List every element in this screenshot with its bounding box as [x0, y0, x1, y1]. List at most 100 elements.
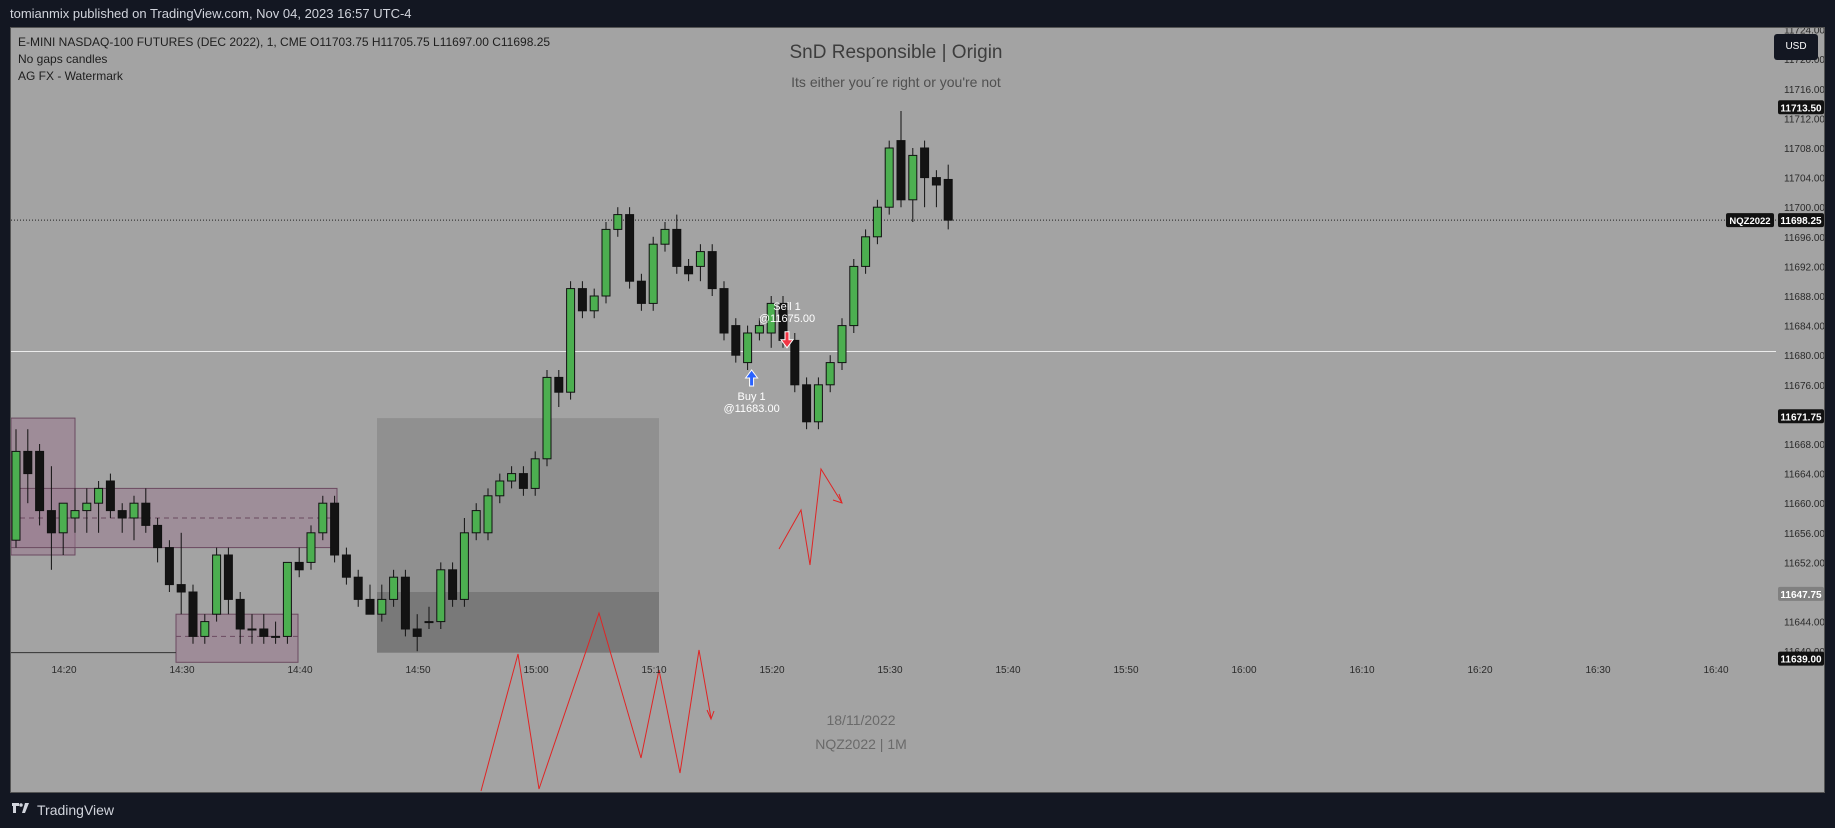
candle-body[interactable] — [896, 140, 906, 201]
candle-body[interactable] — [188, 591, 198, 637]
legend-symbol-line[interactable]: E-MINI NASDAQ-100 FUTURES (DEC 2022), 1,… — [18, 35, 551, 49]
candle-body[interactable] — [766, 302, 776, 334]
projection-path-1[interactable] — [480, 611, 712, 792]
candle-body[interactable] — [46, 510, 56, 534]
candle-body[interactable] — [94, 487, 104, 504]
candle-body[interactable] — [11, 450, 21, 541]
candle-body[interactable] — [117, 510, 127, 519]
candle-body[interactable] — [200, 621, 210, 637]
candle-body[interactable] — [58, 502, 68, 534]
candle-body[interactable] — [424, 621, 434, 624]
candle-body[interactable] — [601, 228, 611, 297]
legend-indicator-nogaps[interactable]: No gaps candles — [18, 52, 108, 66]
sell-arrow-icon[interactable] — [780, 331, 794, 349]
candle-body[interactable] — [849, 265, 859, 327]
candle-body[interactable] — [530, 458, 540, 489]
candle-body[interactable] — [306, 532, 316, 563]
candle-body[interactable] — [589, 295, 599, 312]
range-box-outer[interactable] — [377, 418, 659, 653]
candle-body[interactable] — [872, 206, 882, 238]
candle-body[interactable] — [684, 265, 694, 275]
watermark-date: 18/11/2022 — [826, 712, 896, 728]
candle-body[interactable] — [566, 288, 576, 393]
candle-body[interactable] — [695, 251, 705, 267]
candle-body[interactable] — [153, 524, 163, 549]
candle-body[interactable] — [660, 228, 670, 245]
candle-body[interactable] — [70, 510, 80, 519]
buy-arrow-icon[interactable] — [744, 369, 759, 387]
candle-body[interactable] — [943, 178, 953, 221]
candle-body[interactable] — [129, 502, 139, 519]
price-label-box — [1778, 651, 1824, 666]
candle-body[interactable] — [743, 332, 753, 364]
candle-body[interactable] — [483, 495, 493, 534]
candle-body[interactable] — [908, 154, 918, 201]
publisher-text: tomianmix published on TradingView.com, … — [10, 6, 412, 21]
candle-body[interactable] — [105, 480, 115, 512]
candle-body[interactable] — [400, 576, 410, 630]
candle-body[interactable] — [648, 243, 658, 304]
candle-body[interactable] — [507, 473, 517, 482]
candle-body[interactable] — [82, 502, 92, 512]
candle-body[interactable] — [825, 362, 835, 386]
candle-body[interactable] — [212, 554, 222, 615]
candle-body[interactable] — [719, 288, 729, 334]
candle-body[interactable] — [577, 288, 587, 312]
candle-body[interactable] — [542, 376, 552, 460]
currency-button[interactable]: USD — [1774, 34, 1818, 60]
candle-body[interactable] — [448, 569, 458, 600]
legend-indicator-watermark[interactable]: AG FX - Watermark — [18, 69, 123, 83]
candle-body[interactable] — [412, 628, 422, 637]
candle-body[interactable] — [672, 228, 682, 267]
candle-body[interactable] — [837, 325, 847, 364]
candle-body[interactable] — [636, 280, 646, 304]
candle-body[interactable] — [164, 547, 174, 586]
candle-body[interactable] — [330, 502, 340, 556]
candle-body[interactable] — [459, 532, 469, 600]
candle-body[interactable] — [389, 576, 399, 600]
candle-body[interactable] — [271, 635, 281, 638]
time-tick-label: 15:30 — [877, 665, 902, 676]
candle-body[interactable] — [495, 480, 505, 497]
candle-body[interactable] — [613, 214, 623, 230]
candle-body[interactable] — [341, 554, 351, 578]
tradingview-logo[interactable]: TradingView — [10, 802, 114, 818]
candle-body[interactable] — [235, 598, 245, 630]
candle-body[interactable] — [731, 325, 741, 356]
time-tick-label: 15:00 — [523, 665, 548, 676]
candle-body[interactable] — [23, 450, 33, 475]
candle-body[interactable] — [318, 502, 328, 534]
candle-body[interactable] — [790, 339, 800, 386]
candle-body[interactable] — [353, 576, 363, 600]
time-tick-label: 16:40 — [1703, 665, 1728, 676]
candle-body[interactable] — [141, 502, 151, 526]
candle-body[interactable] — [176, 584, 186, 593]
candle-body[interactable] — [920, 147, 930, 179]
candle-body[interactable] — [282, 561, 292, 637]
candle-body[interactable] — [861, 236, 871, 267]
candle-body[interactable] — [223, 554, 233, 600]
candle-body[interactable] — [931, 177, 941, 186]
range-box-lower[interactable] — [377, 592, 659, 653]
price-tick-label: 11720.00 — [1784, 55, 1825, 66]
candle-body[interactable] — [259, 628, 269, 637]
candle-body[interactable] — [436, 569, 446, 623]
price-label-box — [1778, 586, 1824, 601]
candle-body[interactable] — [707, 251, 717, 290]
candle-body[interactable] — [625, 214, 635, 282]
candle-body[interactable] — [365, 598, 375, 615]
candle-body[interactable] — [754, 325, 764, 334]
candle-body[interactable] — [247, 628, 257, 631]
candle-body[interactable] — [518, 473, 528, 489]
candle-body[interactable] — [471, 510, 481, 534]
candle-body[interactable] — [813, 384, 823, 423]
candle-body[interactable] — [802, 384, 812, 423]
candle-body[interactable] — [554, 376, 564, 393]
projection-path-2[interactable] — [778, 467, 843, 566]
candle-body[interactable] — [35, 450, 45, 512]
candle-body[interactable] — [294, 561, 304, 571]
candle-body[interactable] — [884, 147, 894, 208]
candle-body[interactable] — [377, 598, 387, 615]
